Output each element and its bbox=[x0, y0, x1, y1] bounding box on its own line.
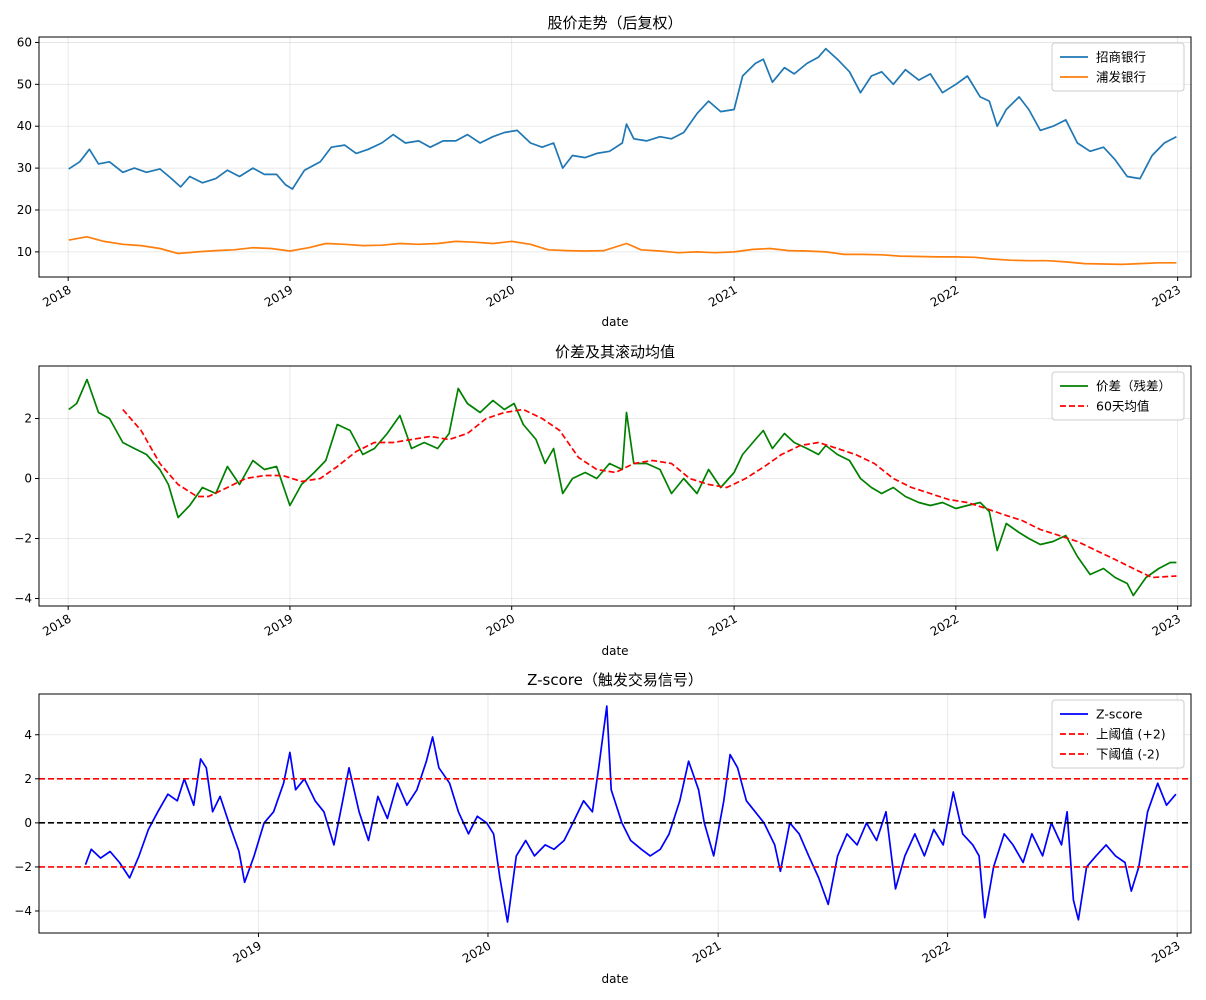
y-tick-label: 4 bbox=[24, 728, 32, 742]
series-line-1 bbox=[122, 408, 1177, 579]
legend-label: 价差（残差） bbox=[1096, 379, 1171, 394]
legend-label: 招商银行 bbox=[1096, 50, 1146, 65]
x-tick-label: 2019 bbox=[262, 611, 295, 638]
plot-area bbox=[68, 378, 1177, 597]
y-tick-label: −4 bbox=[14, 592, 32, 606]
y-tick-label: 20 bbox=[17, 203, 32, 217]
x-tick-label: 2023 bbox=[1150, 282, 1183, 309]
x-tick-label: 2019 bbox=[262, 282, 295, 309]
chart-panel-price: 10 20 30 40 50 60 2018 2019 2020 2021 2022 2023 股价走势… bbox=[17, 14, 1192, 329]
legend-box bbox=[1051, 371, 1185, 421]
x-tick-label: 2020 bbox=[484, 282, 517, 309]
series-line-0 bbox=[84, 705, 1177, 923]
chart-panel-zscore: −4 −2 0 2 4 2019 2020 2021 2022 2023 Z-score（触发交易信… bbox=[14, 671, 1192, 986]
x-axis-label: date bbox=[601, 644, 628, 658]
legend-label: 下阈值 (-2) bbox=[1096, 747, 1160, 762]
y-tick-label: 60 bbox=[17, 35, 32, 49]
y-tick-label: 2 bbox=[24, 412, 32, 426]
x-tick-label: 2021 bbox=[706, 611, 739, 638]
axes-frame bbox=[38, 365, 1192, 607]
x-tick-label: 2020 bbox=[460, 938, 493, 965]
y-tick-label: 30 bbox=[17, 161, 32, 175]
axes-frame bbox=[38, 693, 1192, 934]
plot-area bbox=[68, 47, 1177, 266]
x-tick-label: 2021 bbox=[706, 282, 739, 309]
x-tick-label: 2018 bbox=[40, 282, 73, 309]
x-axis-label: date bbox=[601, 315, 628, 329]
legend-box bbox=[1051, 42, 1185, 92]
series-line-0 bbox=[68, 47, 1177, 190]
chart-panel-spread: −4 −2 0 2 2018 2019 2020 2021 2022 2023 价差及其滚动均值 da… bbox=[14, 343, 1192, 658]
y-tick-label: −2 bbox=[14, 860, 32, 874]
y-tick-label: 0 bbox=[24, 816, 32, 830]
plot-area bbox=[39, 705, 1191, 923]
x-tick-label: 2019 bbox=[231, 938, 264, 965]
legend-box bbox=[1051, 699, 1185, 769]
x-tick-label: 2023 bbox=[1150, 611, 1183, 638]
chart-title: 股价走势（后复权） bbox=[547, 14, 682, 32]
legend: 价差（残差） 60天均值 bbox=[1051, 371, 1185, 421]
x-tick-label: 2018 bbox=[40, 611, 73, 638]
gridlines bbox=[39, 366, 1191, 606]
x-tick-label: 2022 bbox=[920, 938, 953, 965]
chart-title: 价差及其滚动均值 bbox=[555, 343, 675, 361]
chart-title: Z-score（触发交易信号） bbox=[527, 671, 703, 689]
y-tick-label: 2 bbox=[24, 772, 32, 786]
legend-label: 浦发银行 bbox=[1096, 70, 1146, 85]
y-tick-label: 0 bbox=[24, 472, 32, 486]
axes-frame bbox=[38, 36, 1192, 278]
gridlines bbox=[39, 694, 1191, 933]
legend: Z-score 上阈值 (+2) 下阈值 (-2) bbox=[1051, 699, 1185, 769]
legend-label: Z-score bbox=[1096, 707, 1143, 722]
y-tick-label: 10 bbox=[17, 245, 32, 259]
legend-label: 60天均值 bbox=[1096, 399, 1149, 414]
x-tick-label: 2020 bbox=[484, 611, 517, 638]
y-tick-label: 40 bbox=[17, 119, 32, 133]
x-tick-label: 2023 bbox=[1149, 938, 1182, 965]
series-line-1 bbox=[68, 235, 1177, 266]
series-line-0 bbox=[68, 378, 1177, 597]
x-tick-label: 2022 bbox=[928, 611, 961, 638]
y-tick-label: 50 bbox=[17, 77, 32, 91]
x-axis-label: date bbox=[601, 972, 628, 986]
gridlines bbox=[39, 37, 1191, 277]
legend-label: 上阈值 (+2) bbox=[1096, 727, 1166, 742]
x-tick-label: 2022 bbox=[928, 282, 961, 309]
x-tick-label: 2021 bbox=[690, 938, 723, 965]
y-tick-label: −2 bbox=[14, 532, 32, 546]
y-tick-label: −4 bbox=[14, 904, 32, 918]
